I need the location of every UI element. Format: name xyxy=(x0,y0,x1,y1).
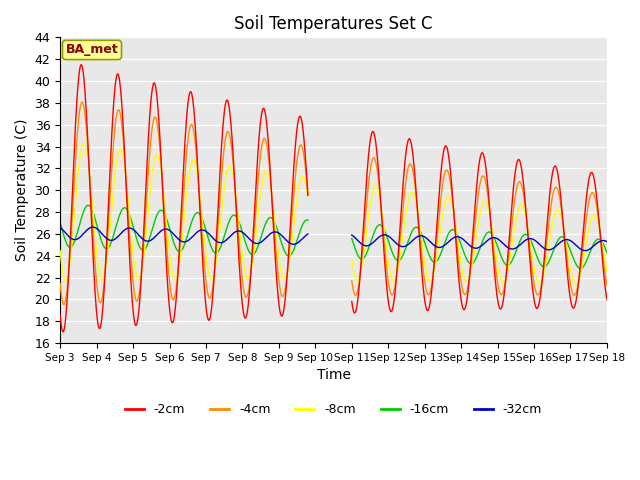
Text: BA_met: BA_met xyxy=(66,44,118,57)
Legend: -2cm, -4cm, -8cm, -16cm, -32cm: -2cm, -4cm, -8cm, -16cm, -32cm xyxy=(120,398,547,421)
Y-axis label: Soil Temperature (C): Soil Temperature (C) xyxy=(15,119,29,262)
X-axis label: Time: Time xyxy=(317,368,351,382)
Title: Soil Temperatures Set C: Soil Temperatures Set C xyxy=(234,15,433,33)
